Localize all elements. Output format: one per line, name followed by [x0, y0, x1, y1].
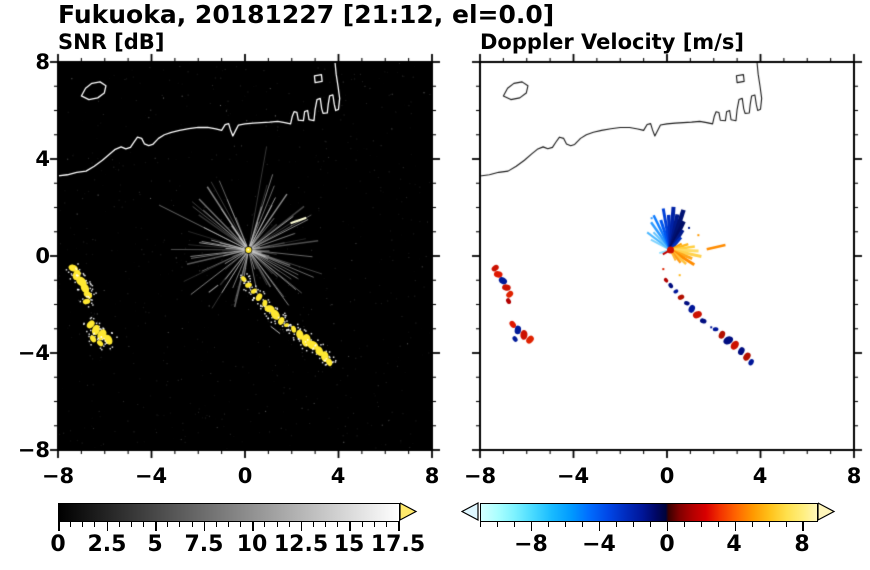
- snr-colorbar-label: 10: [236, 532, 268, 557]
- doppler-plot-canvas: [452, 53, 864, 459]
- x-tick-label: −8: [463, 464, 497, 488]
- doppler-colorbar: [480, 503, 818, 522]
- doppler-panel-title: Doppler Velocity [m/s]: [480, 30, 744, 54]
- snr-colorbar: [58, 503, 400, 522]
- figure-title: Fukuoka, 20181227 [21:12, el=0.0]: [58, 0, 555, 29]
- snr-colorbar-label: 17.5: [370, 532, 426, 557]
- arrow-left-icon: [461, 502, 479, 521]
- x-tick-label: 4: [752, 464, 768, 488]
- y-tick-label: −4: [17, 341, 50, 365]
- doppler-colorbar-label: 0: [659, 532, 675, 557]
- snr-colorbar-label: 12.5: [273, 532, 329, 557]
- doppler-colorbar-label: −8: [514, 532, 548, 557]
- y-tick-label: 4: [35, 147, 50, 171]
- x-tick-label: 4: [330, 464, 346, 488]
- snr-colorbar-label: 2.5: [87, 532, 127, 557]
- x-tick-label: −4: [556, 464, 590, 488]
- arrow-right-icon: [818, 502, 836, 521]
- x-tick-label: 8: [424, 464, 440, 488]
- doppler-colorbar-under-arrow-icon: [461, 502, 479, 521]
- doppler-colorbar-ticks: [480, 522, 818, 532]
- snr-colorbar-label: 15: [333, 532, 365, 557]
- snr-colorbar-label: 0: [50, 532, 66, 557]
- arrow-right-icon: [400, 502, 418, 521]
- snr-colorbar-label: 7.5: [184, 532, 224, 557]
- x-tick-label: −8: [41, 464, 75, 488]
- y-tick-label: 0: [35, 244, 50, 268]
- doppler-colorbar-label: 8: [794, 532, 810, 557]
- doppler-colorbar-label: −4: [582, 532, 616, 557]
- y-tick-label: −8: [17, 438, 50, 462]
- doppler-colorbar-over-arrow-icon: [818, 502, 836, 521]
- snr-panel-title: SNR [dB]: [58, 30, 165, 54]
- snr-colorbar-label: 5: [147, 532, 163, 557]
- x-tick-label: −4: [134, 464, 168, 488]
- doppler-colorbar-label: 4: [726, 532, 742, 557]
- y-tick-label: 8: [35, 50, 50, 74]
- snr-colorbar-ticks: [58, 522, 400, 532]
- x-tick-label: 0: [659, 464, 675, 488]
- snr-colorbar-over-arrow-icon: [400, 502, 418, 521]
- snr-plot-canvas: [30, 53, 442, 459]
- x-tick-label: 8: [846, 464, 862, 488]
- x-tick-label: 0: [237, 464, 253, 488]
